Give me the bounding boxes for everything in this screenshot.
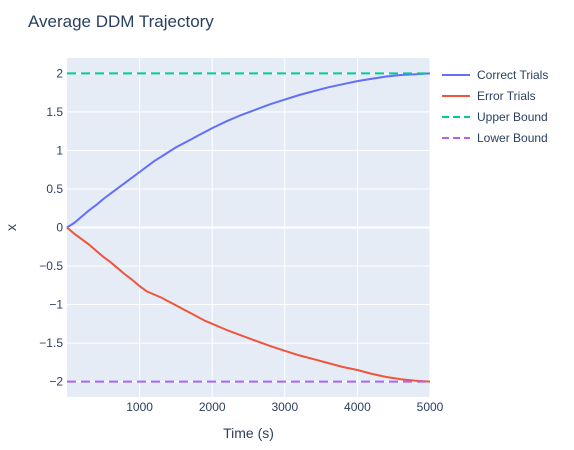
y-tick-label: 1.5 xyxy=(46,105,63,119)
y-tick-label: 2 xyxy=(56,66,63,80)
legend[interactable]: Correct Trials Error Trials Upper Bound Low… xyxy=(442,68,548,145)
series-line-correct-trials xyxy=(66,72,431,229)
legend-label: Error Trials xyxy=(477,89,536,103)
x-tick-label: 3000 xyxy=(271,400,298,414)
chart-title: Average DDM Trajectory xyxy=(28,12,214,31)
y-axis-title: x xyxy=(3,224,19,231)
y-tick-label: −1 xyxy=(49,298,63,312)
x-tick-label: 1000 xyxy=(126,400,153,414)
y-tick-label: −2 xyxy=(49,375,63,389)
legend-label: Upper Bound xyxy=(477,110,548,124)
y-tick-label: 0 xyxy=(56,221,63,235)
legend-label: Lower Bound xyxy=(477,131,548,145)
legend-item-correct-trials[interactable]: Correct Trials xyxy=(442,68,548,82)
x-tick-label: 5000 xyxy=(417,400,444,414)
x-tick-label: 4000 xyxy=(344,400,371,414)
y-tick-label: −1.5 xyxy=(39,336,63,350)
legend-item-upper-bound[interactable]: Upper Bound xyxy=(442,110,548,124)
x-tick-label: 2000 xyxy=(199,400,226,414)
y-tick-label: 1 xyxy=(56,143,63,157)
y-tick-label: 0.5 xyxy=(46,182,63,196)
tick-labels: 1000 2000 3000 4000 5000 2 1.5 1 0.5 0 −0.5 −1 −1.5 −… xyxy=(39,66,443,414)
legend-item-lower-bound[interactable]: Lower Bound xyxy=(442,131,548,145)
series-layer xyxy=(66,72,431,383)
legend-label: Correct Trials xyxy=(477,68,548,82)
series-line-error-trials xyxy=(66,226,431,383)
x-axis-title: Time (s) xyxy=(223,425,274,441)
legend-item-error-trials[interactable]: Error Trials xyxy=(442,89,536,103)
y-tick-label: −0.5 xyxy=(39,259,63,273)
